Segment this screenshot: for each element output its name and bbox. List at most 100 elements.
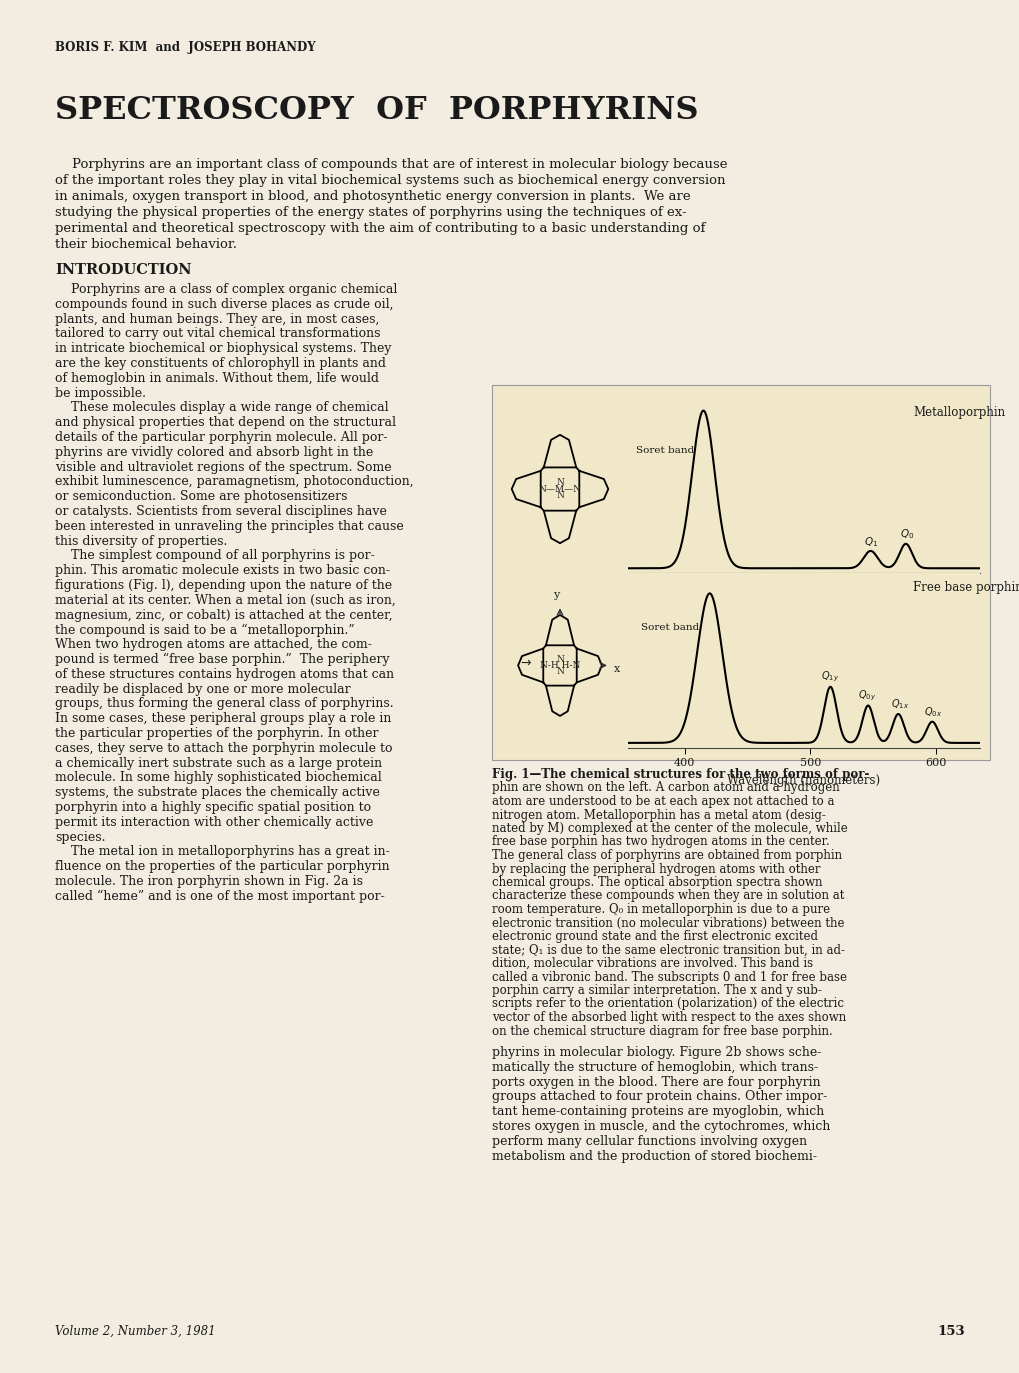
Text: Soret band: Soret band bbox=[641, 623, 699, 633]
Text: species.: species. bbox=[55, 831, 105, 843]
Text: exhibit luminescence, paramagnetism, photoconduction,: exhibit luminescence, paramagnetism, pho… bbox=[55, 475, 414, 489]
Text: N: N bbox=[555, 478, 564, 487]
Text: tailored to carry out vital chemical transformations: tailored to carry out vital chemical tra… bbox=[55, 327, 380, 341]
Text: pound is termed “free base porphin.”  The periphery: pound is termed “free base porphin.” The… bbox=[55, 654, 389, 666]
Text: N‑H H‑N: N‑H H‑N bbox=[539, 660, 580, 670]
Text: visible and ultraviolet regions of the spectrum. Some: visible and ultraviolet regions of the s… bbox=[55, 460, 391, 474]
Text: stores oxygen in muscle, and the cytochromes, which: stores oxygen in muscle, and the cytochr… bbox=[491, 1120, 829, 1133]
Text: porphin carry a similar interpretation. The x and y sub-: porphin carry a similar interpretation. … bbox=[491, 984, 821, 997]
Text: vector of the absorbed light with respect to the axes shown: vector of the absorbed light with respec… bbox=[491, 1011, 846, 1024]
Text: chemical groups. The optical absorption spectra shown: chemical groups. The optical absorption … bbox=[491, 876, 821, 888]
Text: matically the structure of hemoglobin, which trans-: matically the structure of hemoglobin, w… bbox=[491, 1061, 817, 1074]
Text: $Q_0$: $Q_0$ bbox=[899, 527, 913, 541]
Text: phyrins in molecular biology. Figure 2b shows sche-: phyrins in molecular biology. Figure 2b … bbox=[491, 1046, 820, 1059]
Text: $Q_{0y}$: $Q_{0y}$ bbox=[857, 689, 875, 703]
Text: porphyrin into a highly specific spatial position to: porphyrin into a highly specific spatial… bbox=[55, 800, 371, 814]
Text: of the important roles they play in vital biochemical systems such as biochemica: of the important roles they play in vita… bbox=[55, 174, 725, 187]
Text: been interested in unraveling the principles that cause: been interested in unraveling the princi… bbox=[55, 520, 404, 533]
Text: INTRODUCTION: INTRODUCTION bbox=[55, 264, 192, 277]
Text: magnesium, zinc, or cobalt) is attached at the center,: magnesium, zinc, or cobalt) is attached … bbox=[55, 608, 392, 622]
Text: metabolism and the production of stored biochemi-: metabolism and the production of stored … bbox=[491, 1149, 816, 1163]
Text: called “heme” and is one of the most important por-: called “heme” and is one of the most imp… bbox=[55, 890, 384, 903]
Text: Soret band: Soret band bbox=[636, 446, 694, 454]
Text: this diversity of properties.: this diversity of properties. bbox=[55, 534, 227, 548]
Text: permit its interaction with other chemically active: permit its interaction with other chemic… bbox=[55, 816, 373, 829]
Text: atom are understood to be at each apex not attached to a: atom are understood to be at each apex n… bbox=[491, 795, 834, 807]
Text: $Q_{1x}$: $Q_{1x}$ bbox=[890, 697, 908, 711]
Text: cases, they serve to attach the porphyrin molecule to: cases, they serve to attach the porphyri… bbox=[55, 741, 392, 755]
Text: the compound is said to be a “metalloporphin.”: the compound is said to be a “metallopor… bbox=[55, 623, 355, 637]
Text: plants, and human beings. They are, in most cases,: plants, and human beings. They are, in m… bbox=[55, 313, 379, 325]
X-axis label: Wavelength (nanometers): Wavelength (nanometers) bbox=[727, 774, 879, 787]
Text: y: y bbox=[553, 590, 559, 600]
Text: free base porphin has two hydrogen atoms in the center.: free base porphin has two hydrogen atoms… bbox=[491, 836, 828, 849]
Text: or catalysts. Scientists from several disciplines have: or catalysts. Scientists from several di… bbox=[55, 505, 386, 518]
Text: studying the physical properties of the energy states of porphyrins using the te: studying the physical properties of the … bbox=[55, 206, 686, 220]
Text: of these structures contains hydrogen atoms that can: of these structures contains hydrogen at… bbox=[55, 667, 393, 681]
Text: by replacing the peripheral hydrogen atoms with other: by replacing the peripheral hydrogen ato… bbox=[491, 862, 819, 876]
Text: phin. This aromatic molecule exists in two basic con-: phin. This aromatic molecule exists in t… bbox=[55, 564, 389, 577]
Text: groups, thus forming the general class of porphyrins.: groups, thus forming the general class o… bbox=[55, 697, 393, 710]
Text: BORIS F. KIM  and  JOSEPH BOHANDY: BORIS F. KIM and JOSEPH BOHANDY bbox=[55, 41, 315, 54]
Text: perform many cellular functions involving oxygen: perform many cellular functions involvin… bbox=[491, 1135, 806, 1148]
Text: are the key constituents of chlorophyll in plants and: are the key constituents of chlorophyll … bbox=[55, 357, 385, 369]
Text: Volume 2, Number 3, 1981: Volume 2, Number 3, 1981 bbox=[55, 1325, 215, 1339]
Text: SPECTROSCOPY  OF  PORPHYRINS: SPECTROSCOPY OF PORPHYRINS bbox=[55, 95, 698, 126]
Text: x: x bbox=[612, 663, 620, 674]
FancyBboxPatch shape bbox=[491, 384, 989, 761]
Text: groups attached to four protein chains. Other impor-: groups attached to four protein chains. … bbox=[491, 1090, 826, 1104]
Text: Free base porphin: Free base porphin bbox=[912, 582, 1019, 595]
Text: nated by M) complexed at the center of the molecule, while: nated by M) complexed at the center of t… bbox=[491, 822, 847, 835]
Text: on the chemical structure diagram for free base porphin.: on the chemical structure diagram for fr… bbox=[491, 1024, 832, 1038]
Text: perimental and theoretical spectroscopy with the aim of contributing to a basic : perimental and theoretical spectroscopy … bbox=[55, 222, 705, 235]
Text: The general class of porphyrins are obtained from porphin: The general class of porphyrins are obta… bbox=[491, 849, 842, 862]
Text: ports oxygen in the blood. There are four porphyrin: ports oxygen in the blood. There are fou… bbox=[491, 1075, 820, 1089]
Text: N: N bbox=[555, 655, 564, 665]
Text: a chemically inert substrate such as a large protein: a chemically inert substrate such as a l… bbox=[55, 757, 382, 770]
Text: Porphyrins are a class of complex organic chemical: Porphyrins are a class of complex organi… bbox=[55, 283, 397, 297]
Text: The simplest compound of all porphyrins is por-: The simplest compound of all porphyrins … bbox=[55, 549, 374, 563]
Text: molecule. The iron porphyrin shown in Fig. 2a is: molecule. The iron porphyrin shown in Fi… bbox=[55, 875, 363, 888]
Text: state; Q₁ is due to the same electronic transition but, in ad-: state; Q₁ is due to the same electronic … bbox=[491, 943, 844, 957]
Text: room temperature. Q₀ in metalloporphin is due to a pure: room temperature. Q₀ in metalloporphin i… bbox=[491, 903, 829, 916]
Text: called a vibronic band. The subscripts 0 and 1 for free base: called a vibronic band. The subscripts 0… bbox=[491, 971, 846, 983]
Text: $Q_{0x}$: $Q_{0x}$ bbox=[923, 706, 942, 719]
Text: N—M—N: N—M—N bbox=[538, 485, 581, 493]
Text: of hemoglobin in animals. Without them, life would: of hemoglobin in animals. Without them, … bbox=[55, 372, 379, 384]
Text: be impossible.: be impossible. bbox=[55, 387, 146, 400]
Text: $Q_{1y}$: $Q_{1y}$ bbox=[820, 670, 839, 684]
Text: the particular properties of the porphyrin. In other: the particular properties of the porphyr… bbox=[55, 726, 378, 740]
Text: electronic ground state and the first electronic excited: electronic ground state and the first el… bbox=[491, 930, 817, 943]
Text: or semiconduction. Some are photosensitizers: or semiconduction. Some are photosensiti… bbox=[55, 490, 347, 503]
Text: figurations (Fig. l), depending upon the nature of the: figurations (Fig. l), depending upon the… bbox=[55, 579, 391, 592]
Text: N: N bbox=[555, 667, 564, 676]
Text: Metalloporphin: Metalloporphin bbox=[912, 406, 1005, 419]
Text: electronic transition (no molecular vibrations) between the: electronic transition (no molecular vibr… bbox=[491, 917, 844, 930]
Text: When two hydrogen atoms are attached, the com-: When two hydrogen atoms are attached, th… bbox=[55, 638, 372, 651]
Text: nitrogen atom. Metalloporphin has a metal atom (desig-: nitrogen atom. Metalloporphin has a meta… bbox=[491, 809, 825, 821]
Text: Fig. 1—The chemical structures for the two forms of por-: Fig. 1—The chemical structures for the t… bbox=[491, 768, 868, 781]
Text: phyrins are vividly colored and absorb light in the: phyrins are vividly colored and absorb l… bbox=[55, 446, 373, 459]
Text: The metal ion in metalloporphyrins has a great in-: The metal ion in metalloporphyrins has a… bbox=[55, 846, 389, 858]
Text: material at its center. When a metal ion (such as iron,: material at its center. When a metal ion… bbox=[55, 593, 395, 607]
Text: scripts refer to the orientation (polarization) of the electric: scripts refer to the orientation (polari… bbox=[491, 998, 843, 1011]
Text: in intricate biochemical or biophysical systems. They: in intricate biochemical or biophysical … bbox=[55, 342, 391, 356]
Text: details of the particular porphyrin molecule. All por-: details of the particular porphyrin mole… bbox=[55, 431, 387, 443]
Text: and physical properties that depend on the structural: and physical properties that depend on t… bbox=[55, 416, 395, 430]
Text: readily be displaced by one or more molecular: readily be displaced by one or more mole… bbox=[55, 682, 351, 696]
Text: fluence on the properties of the particular porphyrin: fluence on the properties of the particu… bbox=[55, 861, 389, 873]
Text: dition, molecular vibrations are involved. This band is: dition, molecular vibrations are involve… bbox=[491, 957, 812, 969]
Text: →: → bbox=[520, 656, 530, 670]
Text: characterize these compounds when they are in solution at: characterize these compounds when they a… bbox=[491, 890, 844, 902]
Text: molecule. In some highly sophisticated biochemical: molecule. In some highly sophisticated b… bbox=[55, 772, 381, 784]
Text: N: N bbox=[555, 490, 564, 500]
Text: phin are shown on the left. A carbon atom and a hydrogen: phin are shown on the left. A carbon ato… bbox=[491, 781, 839, 795]
Text: $Q_1$: $Q_1$ bbox=[863, 534, 876, 549]
Text: In some cases, these peripheral groups play a role in: In some cases, these peripheral groups p… bbox=[55, 713, 391, 725]
Text: compounds found in such diverse places as crude oil,: compounds found in such diverse places a… bbox=[55, 298, 393, 310]
Text: tant heme-containing proteins are myoglobin, which: tant heme-containing proteins are myoglo… bbox=[491, 1105, 823, 1118]
Text: in animals, oxygen transport in blood, and photosynthetic energy conversion in p: in animals, oxygen transport in blood, a… bbox=[55, 189, 690, 203]
Text: their biochemical behavior.: their biochemical behavior. bbox=[55, 238, 236, 251]
Text: Porphyrins are an important class of compounds that are of interest in molecular: Porphyrins are an important class of com… bbox=[55, 158, 727, 172]
Text: systems, the substrate places the chemically active: systems, the substrate places the chemic… bbox=[55, 787, 379, 799]
